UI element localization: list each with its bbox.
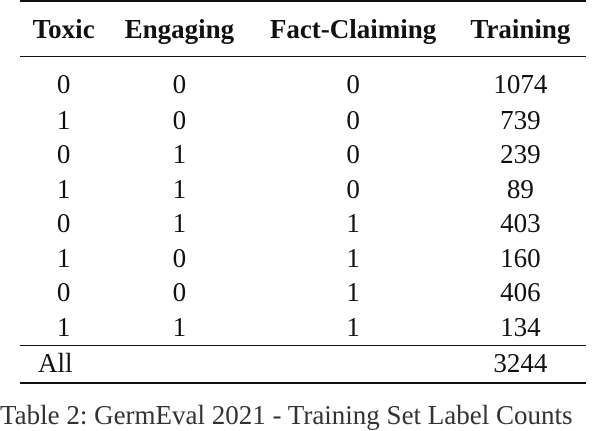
cell-fact-claiming: 1 — [346, 311, 360, 342]
header-engaging: Engaging — [107, 1, 252, 57]
cell-engaging: 1 — [172, 208, 187, 239]
cell-engaging: 1 — [172, 173, 187, 204]
table-header: Toxic Engaging Fact-Claiming Training — [20, 1, 586, 57]
cell-training: 1074 — [493, 68, 548, 99]
cell-engaging: 1 — [172, 139, 187, 170]
cell-engaging: 1 — [172, 311, 187, 342]
total-training: 3244 — [454, 344, 586, 384]
cell-toxic: 0 — [56, 139, 71, 170]
cell-engaging: 0 — [172, 104, 187, 135]
cell-toxic: 1 — [56, 173, 71, 204]
table-caption: Table 2: GermEval 2021 - Training Set La… — [0, 400, 573, 430]
header-toxic: Toxic — [20, 1, 108, 57]
cell-fact-claiming: 1 — [346, 277, 360, 308]
cell-toxic: 0 — [56, 68, 71, 99]
total-empty-cell — [107, 344, 252, 384]
cell-training: 406 — [500, 277, 541, 308]
cell-engaging: 0 — [172, 68, 187, 99]
cell-training: 134 — [500, 311, 541, 342]
cell-fact-claiming: 0 — [346, 68, 360, 99]
table-row: 1 0 0 739 — [20, 103, 586, 138]
table-row: 1 1 1 134 — [20, 310, 586, 345]
cell-fact-claiming: 0 — [346, 173, 360, 204]
cell-engaging: 0 — [172, 277, 187, 308]
cell-engaging: 0 — [172, 242, 187, 273]
cell-toxic: 1 — [56, 242, 71, 273]
table-row: 0 0 0 1074 — [20, 57, 586, 104]
table-body: 0 0 0 1074 1 0 0 739 0 1 0 239 1 1 0 8 — [20, 57, 586, 384]
table-row: 1 0 1 160 — [20, 241, 586, 276]
total-empty-cell — [251, 344, 455, 384]
header-fact-claiming: Fact-Claiming — [251, 1, 455, 57]
cell-fact-claiming: 1 — [346, 208, 360, 239]
label-count-table: Toxic Engaging Fact-Claiming Training 0 … — [20, 0, 586, 384]
cell-training: 89 — [506, 173, 534, 204]
cell-toxic: 1 — [56, 104, 71, 135]
cell-training: 160 — [500, 242, 541, 273]
header-training: Training — [454, 1, 586, 57]
label-count-table-container: Toxic Engaging Fact-Claiming Training 0 … — [20, 0, 586, 384]
table-row: 1 1 0 89 — [20, 172, 586, 207]
cell-training: 239 — [500, 139, 541, 170]
header-row: Toxic Engaging Fact-Claiming Training — [20, 1, 586, 57]
table-row: 0 0 1 406 — [20, 276, 586, 311]
total-label: All — [20, 344, 108, 384]
cell-fact-claiming: 0 — [346, 104, 360, 135]
table-row: 0 1 1 403 — [20, 207, 586, 242]
cell-toxic: 0 — [56, 208, 71, 239]
cell-fact-claiming: 0 — [346, 139, 360, 170]
cell-fact-claiming: 1 — [346, 242, 360, 273]
cell-training: 739 — [500, 104, 541, 135]
table-row: 0 1 0 239 — [20, 138, 586, 173]
cell-training: 403 — [500, 208, 541, 239]
total-row: All 3244 — [20, 344, 586, 384]
cell-toxic: 0 — [56, 277, 71, 308]
cell-toxic: 1 — [56, 311, 71, 342]
